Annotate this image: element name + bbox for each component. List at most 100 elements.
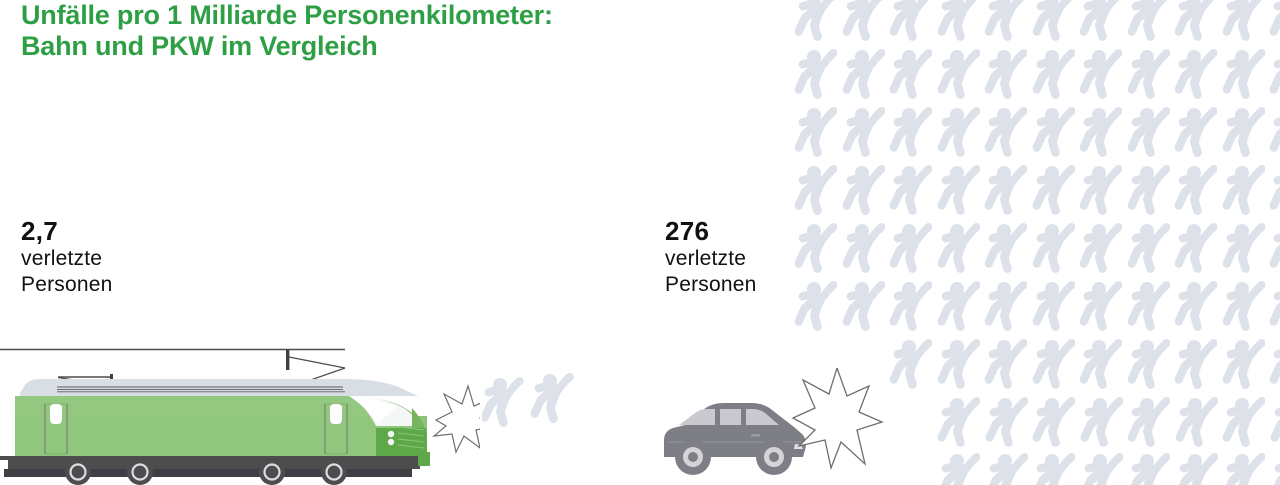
injured-person-icon [1269,233,1280,268]
injured-person-icon [1174,222,1217,273]
injured-person-icon [1269,291,1280,326]
injured-person-icon [1032,280,1075,331]
injured-person-icon [1127,0,1167,41]
injured-person-icon [1174,338,1217,389]
train-roof [20,379,418,396]
injured-person-icon [1127,396,1170,447]
injured-person-icon [1079,48,1122,99]
injured-person-icon [1222,280,1265,331]
injured-person-icon [842,280,885,331]
injured-person-icon [988,452,1028,485]
injured-person-icon [1222,106,1265,157]
injured-person-icon [889,106,932,157]
injured-person-icon [1079,106,1122,157]
injured-person-icon [1127,106,1170,157]
injured-person-icon [1079,164,1122,215]
injured-person-icon [889,48,932,99]
injured-person-icon [530,372,574,423]
injured-person-icon [984,164,1027,215]
stat-block-car: 276 verletzte Personen [665,216,757,298]
injured-person-icon [1079,0,1120,41]
injured-person-icon [794,222,837,273]
stat-value-rail: 2,7 [21,216,59,246]
injured-person-icon [937,396,980,447]
injured-person-icon [1269,1,1280,36]
injured-person-icon [1269,349,1280,384]
injured-person-icon [940,452,980,485]
train-nose-upper [412,408,427,437]
injured-person-icon [1175,396,1218,447]
train-body-overlay [15,396,427,456]
injured-person-icon [984,48,1027,99]
injured-person-icon [1174,106,1217,157]
injured-person-icon [1127,280,1170,331]
injured-person-icon [1032,164,1075,215]
injured-person-icon [1032,106,1075,157]
injured-person-icon [889,164,932,215]
stat-desc-car-line-2: Personen [665,273,757,296]
injured-person-icon [1222,338,1265,389]
injured-person-icon [985,396,1028,447]
page-title: Unfälle pro 1 Milliarde Personenkilomete… [21,0,721,62]
train-wheel-set [65,459,347,485]
stat-block-rail: 2,7 verletzte Personen [21,216,113,298]
injured-person-icon [1083,452,1123,485]
injured-person-icon [984,338,1027,389]
injured-person-icon [794,106,837,157]
stat-value-car: 276 [665,216,710,246]
injured-person-icon [1174,0,1215,41]
train-door-front [324,403,348,455]
injured-person-icon [937,164,980,215]
rail-victim-figures [480,372,592,439]
injured-person-icon [842,222,885,273]
injured-person-icon [1222,222,1265,273]
injured-person-icon [1032,338,1075,389]
injured-person-icon [1174,48,1217,99]
injured-person-icon [842,106,885,157]
injured-person-icon [1273,463,1280,485]
injured-person-icon [1130,452,1170,485]
injured-person-icon [937,222,980,273]
injured-person-icon [1174,280,1217,331]
injured-person-icon [1079,222,1122,273]
car-wheel-set [675,439,792,475]
injured-person-icon [984,0,1025,41]
injured-person-icon [794,0,835,41]
train-headlight [387,430,395,446]
injured-person-icon [1222,0,1262,41]
injured-person-icon [1080,396,1123,447]
train-windshield-glass [349,396,396,424]
page-title-line-1: Unfälle pro 1 Milliarde Personenkilomete… [21,0,553,30]
injured-person-icon [1222,396,1265,447]
injured-person-icon [937,106,980,157]
injured-person-icon [937,0,977,41]
injured-person-icon [937,338,980,389]
train-coupler-rear [0,456,14,460]
injured-person-icon [1178,452,1218,485]
injured-person-icon [889,280,932,331]
car-window-rear [746,409,779,425]
injured-person-icon [1222,164,1265,215]
injured-person-icon [984,106,1027,157]
injured-person-icon [1222,48,1265,99]
injured-person-icon [1035,452,1075,485]
train-bogie-bar [4,469,412,477]
injured-person-icon [1032,396,1075,447]
train-illustration [0,338,496,485]
injured-person-icon [794,164,837,215]
injured-person-icon [1269,117,1280,152]
injured-person-icon [984,222,1027,273]
injured-person-icon [1127,222,1170,273]
train-coupler-front [418,452,430,466]
stat-desc-car-line-1: verletzte [665,247,747,270]
injured-person-icon [1269,59,1280,94]
injured-person-icon [1079,338,1122,389]
stat-desc-rail-line-1: verletzte [21,247,103,270]
injured-person-icon [1127,48,1170,99]
stat-desc-rail-line-2: Personen [21,273,113,296]
injured-person-icon [842,48,885,99]
injured-person-icon [842,0,882,41]
injured-person-icon [1269,175,1280,210]
injured-person-icon [1032,48,1075,99]
